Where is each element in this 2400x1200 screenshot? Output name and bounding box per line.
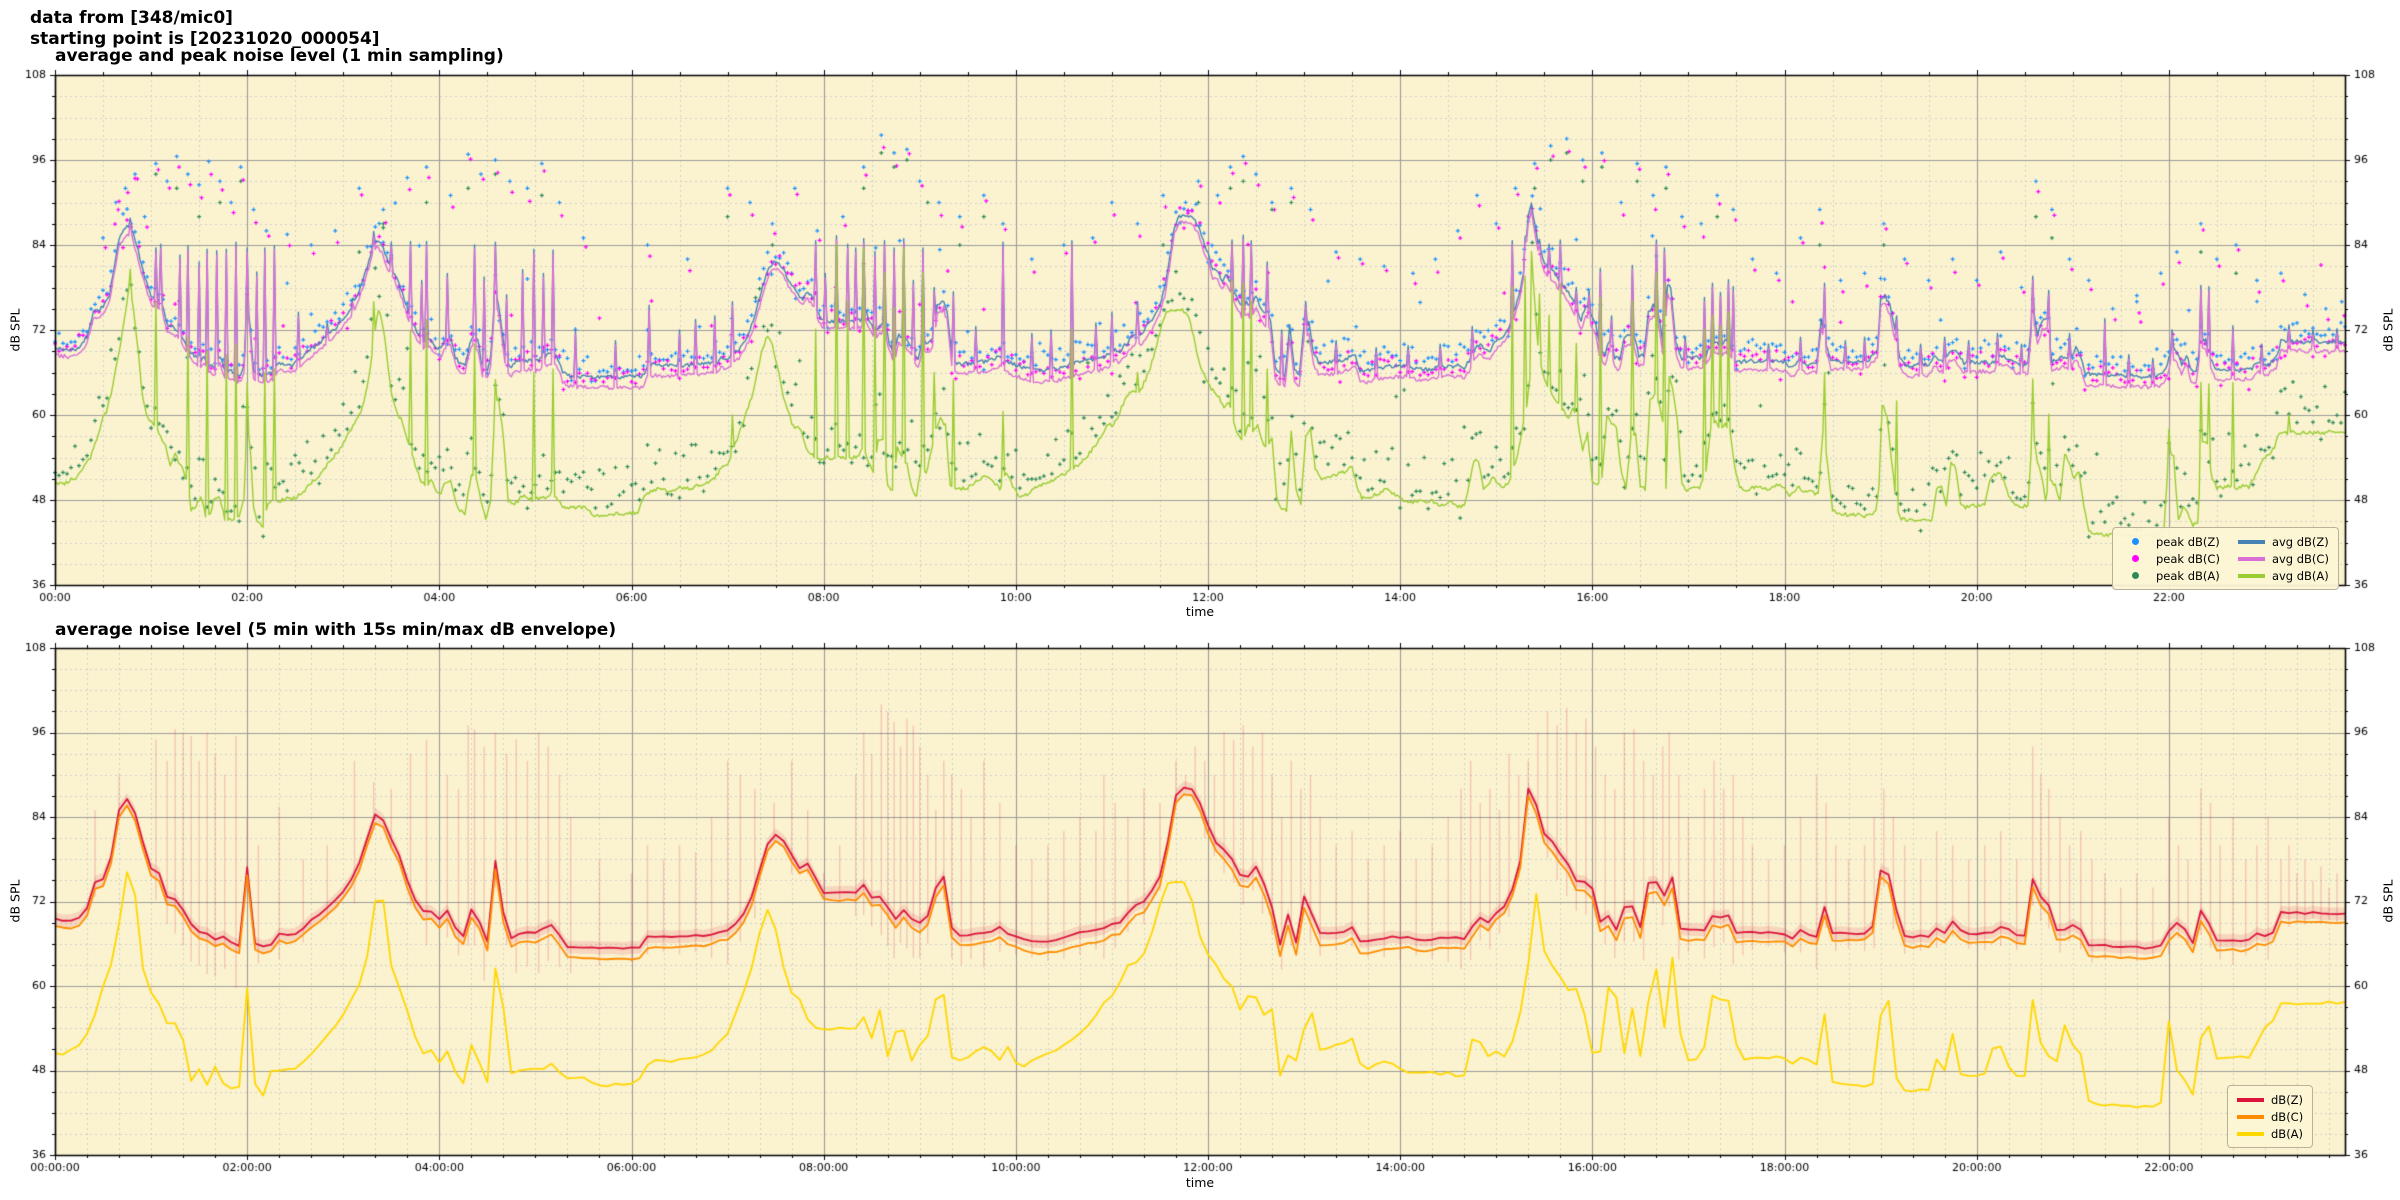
peak-dbz-marker-icon: [2132, 538, 2139, 545]
legend-label: peak dB(A): [2156, 568, 2220, 583]
legend-label: dB(C): [2271, 1109, 2304, 1124]
chart2-ylabel-left: dB SPL: [7, 879, 23, 923]
chart1-xlabel: time: [1185, 604, 1215, 619]
chart1-canvas: [0, 40, 2400, 620]
legend-item-peak-dbz: peak dB(Z): [2122, 533, 2220, 550]
chart1-title: average and peak noise level (1 min samp…: [55, 46, 504, 66]
dbz-line-icon: [2237, 1097, 2264, 1102]
peak-dba-marker-icon: [2132, 572, 2139, 579]
chart1-ylabel-right: dB SPL: [2380, 308, 2396, 352]
legend-label: dB(Z): [2271, 1092, 2304, 1107]
avg-dbc-line-icon: [2237, 556, 2265, 561]
legend-label: peak dB(C): [2156, 551, 2220, 566]
dbc-line-icon: [2237, 1114, 2264, 1119]
legend-label: avg dB(A): [2271, 568, 2329, 583]
chart1-legend: peak dB(Z) peak dB(C) peak dB(A) avg dB(…: [2112, 527, 2339, 590]
chart2-ylabel-right: dB SPL: [2380, 879, 2396, 923]
legend-item-dba: dB(A): [2237, 1125, 2303, 1142]
legend-label: avg dB(Z): [2271, 534, 2329, 549]
legend-item-dbz: dB(Z): [2237, 1091, 2303, 1108]
legend-item-avg-dba: avg dB(A): [2237, 567, 2329, 584]
legend-item-peak-dba: peak dB(A): [2122, 567, 2220, 584]
chart2-xlabel: time: [1185, 1175, 1215, 1190]
dba-line-icon: [2237, 1131, 2264, 1136]
chart2-title: average noise level (5 min with 15s min/…: [55, 620, 617, 640]
legend-item-dbc: dB(C): [2237, 1108, 2303, 1125]
chart2-legend: dB(Z) dB(C) dB(A): [2227, 1085, 2314, 1148]
chart1-ylabel-left: dB SPL: [7, 308, 23, 352]
chart2-canvas: [0, 615, 2400, 1200]
peak-dbc-marker-icon: [2132, 555, 2139, 562]
legend-item-avg-dbc: avg dB(C): [2237, 550, 2329, 567]
legend-item-avg-dbz: avg dB(Z): [2237, 533, 2329, 550]
legend-label: avg dB(C): [2271, 551, 2329, 566]
avg-dba-line-icon: [2237, 573, 2265, 578]
avg-dbz-line-icon: [2237, 539, 2265, 544]
legend-label: dB(A): [2271, 1126, 2304, 1141]
legend-label: peak dB(Z): [2156, 534, 2220, 549]
legend-item-peak-dbc: peak dB(C): [2122, 550, 2220, 567]
suptitle-line1: data from [348/mic0]: [30, 8, 233, 28]
